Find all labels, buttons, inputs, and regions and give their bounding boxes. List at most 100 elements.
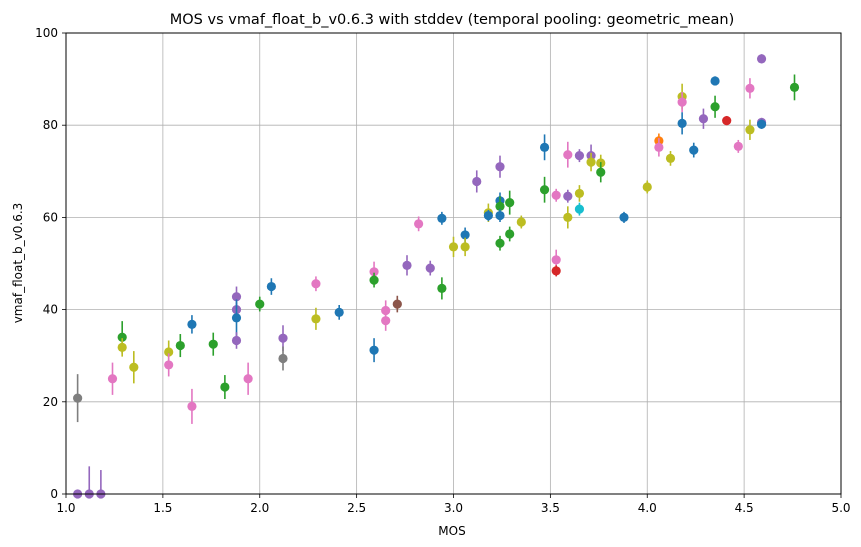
point-marker <box>243 374 253 384</box>
data-point <box>495 155 505 178</box>
data-point <box>539 134 550 161</box>
point-marker <box>619 212 629 222</box>
point-marker <box>117 342 127 353</box>
data-point <box>677 112 687 135</box>
data-point <box>733 139 743 153</box>
data-point <box>334 304 344 320</box>
point-marker <box>278 353 288 364</box>
point-marker <box>311 314 321 324</box>
point-marker <box>495 238 505 248</box>
point-marker <box>574 151 585 161</box>
data-point <box>369 338 379 363</box>
point-marker <box>107 374 118 384</box>
point-marker <box>208 339 218 349</box>
data-point <box>402 255 412 276</box>
data-point <box>789 74 800 101</box>
point-marker <box>231 335 242 346</box>
data-points <box>73 54 800 499</box>
point-marker <box>414 219 424 229</box>
point-marker <box>505 229 515 239</box>
data-point <box>574 202 585 216</box>
y-tick-label: 40 <box>43 303 58 317</box>
x-tick-label: 5.0 <box>831 501 850 515</box>
data-point <box>756 119 767 129</box>
data-point <box>495 209 505 223</box>
data-point <box>710 76 720 86</box>
data-point <box>665 151 676 166</box>
y-tick-label: 60 <box>43 210 58 224</box>
point-marker <box>495 210 505 221</box>
data-point <box>255 296 265 312</box>
point-marker <box>551 255 561 265</box>
data-point <box>689 142 699 158</box>
point-marker <box>586 157 596 167</box>
data-point <box>654 138 664 157</box>
data-point <box>208 332 218 356</box>
point-marker <box>689 145 699 155</box>
point-marker <box>551 190 561 200</box>
point-marker <box>175 340 185 351</box>
point-marker <box>677 118 687 128</box>
data-point <box>722 115 732 126</box>
data-point <box>677 92 687 113</box>
y-tick-label: 100 <box>35 26 58 40</box>
point-marker <box>255 299 265 309</box>
point-marker <box>460 230 470 240</box>
x-tick-label: 3.0 <box>444 501 463 515</box>
point-marker <box>551 266 561 276</box>
data-point <box>756 54 767 64</box>
point-marker <box>677 97 687 107</box>
chart-title: MOS vs vmaf_float_b_v0.6.3 with stddev (… <box>170 12 734 28</box>
point-marker <box>425 263 435 273</box>
data-point <box>231 299 242 337</box>
point-marker <box>505 198 515 208</box>
point-marker <box>654 142 664 152</box>
point-marker <box>710 102 720 112</box>
data-point <box>551 265 561 277</box>
point-marker <box>563 150 573 160</box>
data-point <box>311 276 321 292</box>
point-marker <box>187 319 197 329</box>
point-marker <box>231 313 242 323</box>
point-marker <box>369 275 379 285</box>
axis-ticks: 1.0 1.5 2.0 2.5 3.0 3.5 4.0 4.5 5.0 0 20 40 60 80 100 <box>35 26 850 515</box>
point-marker <box>722 115 732 126</box>
data-point <box>563 141 573 168</box>
data-point <box>710 95 720 118</box>
point-marker <box>164 360 174 370</box>
data-point <box>642 180 652 194</box>
point-marker <box>745 83 755 93</box>
y-tick-label: 20 <box>43 395 58 409</box>
data-point <box>574 149 585 163</box>
data-point <box>243 362 253 395</box>
point-marker <box>402 260 412 270</box>
data-point <box>392 295 402 313</box>
data-point <box>516 215 526 229</box>
data-point <box>460 237 470 257</box>
point-marker <box>698 114 709 124</box>
data-point <box>437 211 447 225</box>
point-marker <box>220 382 230 392</box>
data-point <box>745 119 755 140</box>
data-point <box>505 190 515 215</box>
x-tick-label: 1.5 <box>153 501 172 515</box>
data-point <box>472 170 482 193</box>
y-axis-label: vmaf_float_b_v0.6.3 <box>11 203 25 324</box>
y-tick-label: 0 <box>50 487 58 501</box>
data-point <box>505 226 515 242</box>
data-point <box>266 278 276 295</box>
point-marker <box>756 119 767 129</box>
point-marker <box>733 141 743 152</box>
data-point <box>107 362 118 395</box>
point-marker <box>266 281 276 292</box>
point-marker <box>392 299 402 309</box>
data-point <box>164 353 174 377</box>
data-point <box>539 176 550 203</box>
point-marker <box>437 283 447 293</box>
point-marker <box>231 292 242 302</box>
point-marker <box>596 167 606 177</box>
point-marker <box>539 185 550 195</box>
point-marker <box>495 201 505 211</box>
